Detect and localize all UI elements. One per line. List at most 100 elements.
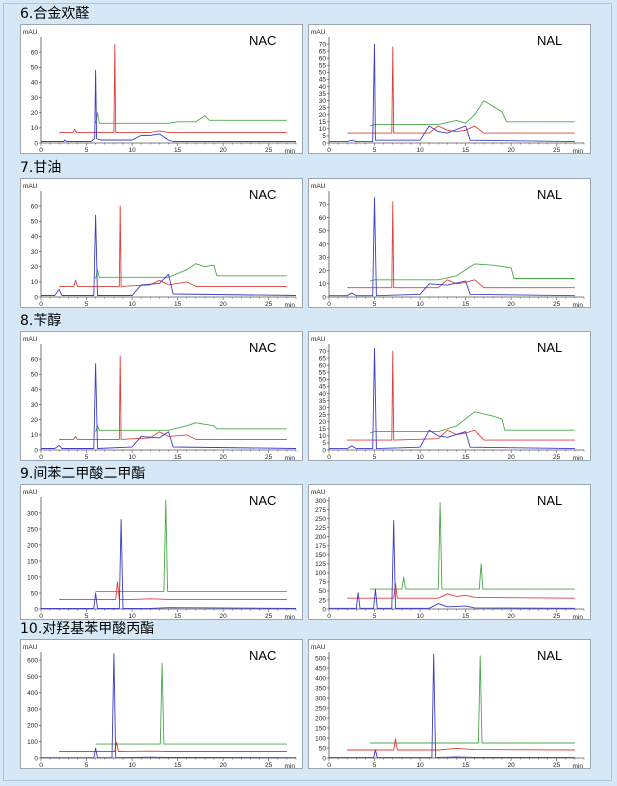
- y-tick-label: 20: [319, 268, 327, 275]
- x-tick-label: 10: [128, 762, 136, 769]
- chromatogram-nac: mAU min 0 10 20 30 40 50 60 0 5 10 15 20 25 NAC: [20, 178, 303, 309]
- y-tick-label: 15: [319, 426, 327, 433]
- chart-svg: mAUmin0255075100125150175200225250275300…: [311, 489, 585, 621]
- x-tick-label: 0: [39, 613, 43, 620]
- series-line-red: [347, 350, 575, 441]
- y-tick-label: 50: [31, 219, 39, 226]
- series-line-blue: [41, 214, 297, 296]
- chromatogram-nal: mAU min 0 50 100 150 200 250 300 350 400 450 500 0 5 10…: [308, 639, 591, 770]
- series-line-green: [370, 655, 575, 744]
- y-tick-label: 40: [31, 234, 39, 241]
- y-tick-label: 150: [27, 558, 38, 565]
- y-tick-label: 200: [315, 715, 326, 722]
- x-tick-label: 15: [462, 147, 470, 154]
- x-tick-label: 15: [174, 613, 182, 620]
- x-tick-label: 0: [39, 147, 43, 154]
- y-tick-label: 45: [319, 77, 327, 84]
- chart-label: NAL: [537, 493, 563, 508]
- x-tick-label: 20: [508, 147, 516, 154]
- chart-label: NAC: [249, 340, 277, 355]
- y-tick-label: 150: [315, 552, 326, 559]
- x-unit-label: min: [573, 148, 584, 155]
- x-unit-label: min: [573, 455, 584, 462]
- y-tick-label: 225: [315, 525, 326, 532]
- x-tick-label: 25: [553, 454, 561, 461]
- x-unit-label: min: [573, 763, 584, 770]
- x-tick-label: 0: [327, 301, 331, 308]
- y-tick-label: 400: [27, 690, 38, 697]
- x-tick-label: 15: [174, 301, 182, 308]
- y-tick-label: 60: [319, 215, 327, 222]
- x-unit-label: min: [285, 763, 296, 770]
- chart-label: NAL: [537, 33, 563, 48]
- chromatogram-nal: mAU min 0 5 10 15 20 25 30 35 40 45 50 55 60 65 70 0 5 10 15…: [308, 331, 591, 462]
- y-unit-label: mAU: [23, 29, 38, 36]
- x-tick-label: 15: [462, 454, 470, 461]
- x-tick-label: 25: [265, 301, 273, 308]
- x-tick-label: 25: [553, 147, 561, 154]
- y-tick-label: 30: [319, 98, 327, 105]
- chart-label: NAC: [249, 187, 277, 202]
- x-tick-label: 20: [508, 301, 516, 308]
- y-tick-label: 50: [31, 65, 39, 72]
- y-tick-label: 0: [322, 140, 326, 147]
- series-line-green: [369, 263, 575, 282]
- series-line-red: [59, 355, 287, 440]
- series-line-green: [95, 662, 287, 745]
- y-tick-label: 300: [315, 498, 326, 505]
- chromatogram-nal: mAU min 0 25 50 75 100 125 150 175 200 225 250 275 300…: [308, 484, 591, 621]
- x-tick-label: 0: [327, 613, 331, 620]
- axis-lines: [40, 652, 296, 759]
- chromatogram-nac: mAU min 0 100 200 300 400 500 600 0 5 10 15 20 25 NAC: [20, 639, 303, 770]
- y-tick-label: 250: [315, 705, 326, 712]
- y-tick-label: 50: [31, 590, 39, 597]
- y-tick-label: 40: [31, 80, 39, 87]
- axis-lines: [40, 191, 296, 298]
- y-tick-label: 50: [319, 588, 327, 595]
- y-tick-label: 125: [315, 561, 326, 568]
- x-unit-label: min: [285, 302, 296, 309]
- y-tick-label: 10: [319, 433, 327, 440]
- y-tick-label: 10: [31, 125, 39, 132]
- series-line-blue: [329, 520, 575, 609]
- chromatogram-nal: mAU min 0 10 20 30 40 50 60 70 0 5 10 15 20 25 NAL: [308, 178, 591, 309]
- y-tick-label: 35: [319, 91, 327, 98]
- y-tick-label: 20: [31, 110, 39, 117]
- y-tick-label: 250: [315, 516, 326, 523]
- series-line-green: [370, 501, 575, 590]
- series-line-blue: [41, 363, 297, 449]
- series-line-red: [347, 201, 575, 289]
- y-unit-label: mAU: [23, 644, 38, 651]
- series-line-red: [347, 738, 575, 751]
- x-tick-label: 15: [462, 613, 470, 620]
- y-unit-label: mAU: [23, 336, 38, 343]
- axis-lines: [328, 37, 584, 144]
- y-tick-label: 5: [322, 440, 326, 447]
- y-tick-label: 0: [34, 755, 38, 762]
- x-unit-label: min: [285, 148, 296, 155]
- x-tick-label: 20: [508, 613, 516, 620]
- y-tick-label: 45: [319, 384, 327, 391]
- y-tick-label: 10: [319, 126, 327, 133]
- x-tick-label: 25: [265, 147, 273, 154]
- y-tick-label: 200: [315, 534, 326, 541]
- x-tick-label: 5: [373, 147, 377, 154]
- x-tick-label: 5: [373, 762, 377, 769]
- series-line-blue: [41, 518, 297, 609]
- chart-svg: mAU min 0 100 200 300 400 500 600 0 5 10 15 20 25: [23, 644, 297, 770]
- x-tick-label: 5: [373, 301, 377, 308]
- y-tick-label: 70: [319, 41, 327, 48]
- x-tick-label: 10: [416, 454, 424, 461]
- y-tick-label: 175: [315, 543, 326, 550]
- section-title: 10.对羟基苯甲酸丙酯: [20, 621, 155, 637]
- x-tick-label: 5: [373, 613, 377, 620]
- y-tick-label: 60: [319, 56, 327, 63]
- chart-svg: mAU min 0 10 20 30 40 50 60 0 5 10 15 20 25: [23, 336, 297, 462]
- chart-svg: mAU min 0 50 100 150 200 250 300 0 5 10 15 20 25: [23, 489, 297, 621]
- chart-label: NAC: [249, 33, 277, 48]
- y-tick-label: 40: [319, 391, 327, 398]
- y-tick-label: 500: [27, 674, 38, 681]
- x-tick-label: 10: [416, 762, 424, 769]
